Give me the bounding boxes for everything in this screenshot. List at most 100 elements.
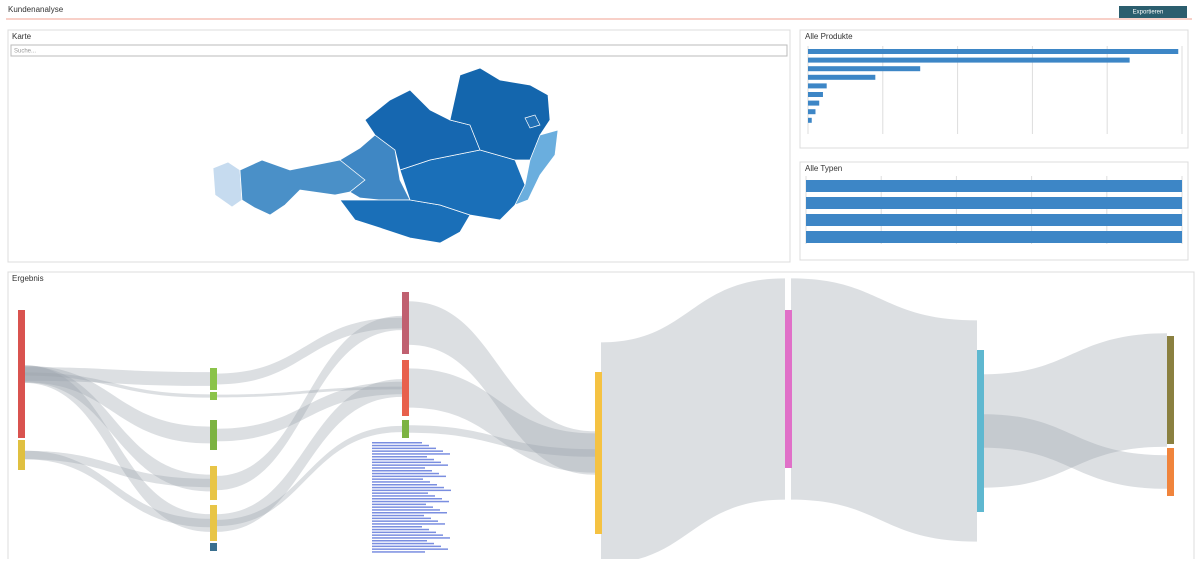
- sankey-node-label: [372, 481, 430, 483]
- sankey-node-label: [372, 450, 443, 452]
- sankey-node-label: [372, 495, 435, 497]
- region[interactable]: [239, 159, 366, 216]
- region[interactable]: [514, 129, 559, 206]
- sankey-node: [1167, 336, 1174, 444]
- sankey-node: [210, 420, 217, 450]
- sankey-node-label: [372, 512, 447, 514]
- sankey-node-label: [372, 486, 444, 489]
- map-title: Karte: [12, 32, 32, 41]
- products-chart: [807, 46, 1183, 134]
- sankey-node: [595, 372, 602, 534]
- bar: [808, 117, 812, 123]
- sankey-link: [216, 379, 402, 532]
- sankey-node-label: [372, 442, 422, 444]
- bar: [808, 66, 921, 72]
- sankey-link: [24, 365, 210, 532]
- sankey-node-label: [372, 478, 423, 480]
- sankey-link: [983, 414, 1167, 489]
- austria-map: [212, 67, 559, 244]
- sankey-node-label: [372, 534, 443, 536]
- sankey-node-label: [372, 540, 427, 542]
- sankey-node-label: [372, 526, 422, 528]
- sankey-diagram: [18, 278, 1174, 564]
- sankey-node-label: [372, 537, 450, 539]
- products-title: Alle Produkte: [805, 32, 853, 41]
- bar: [808, 100, 820, 106]
- sankey-node-label: [372, 453, 450, 455]
- types-chart: [805, 176, 1183, 244]
- types-title: Alle Typen: [805, 164, 842, 173]
- bar: [806, 231, 1182, 243]
- sankey-link: [408, 425, 595, 457]
- sankey-node-label: [372, 506, 433, 508]
- bar: [808, 109, 816, 115]
- sankey-link: [408, 368, 595, 473]
- sankey-node-label: [372, 467, 425, 469]
- sankey-link: [24, 450, 210, 488]
- bar: [806, 214, 1182, 226]
- sankey-link: [216, 315, 402, 491]
- sankey-node: [402, 360, 409, 416]
- sankey-node-label: [372, 545, 441, 548]
- export-button-label[interactable]: Exportieren: [1133, 10, 1164, 16]
- sankey-link: [791, 278, 977, 542]
- sankey-node-label: [372, 523, 445, 525]
- sankey-node-label: [372, 498, 442, 500]
- sankey-node-label: [372, 551, 425, 553]
- sankey-link: [216, 386, 402, 398]
- sankey-node-label: [372, 484, 437, 486]
- sankey-link: [24, 450, 210, 528]
- sankey-node: [1167, 448, 1174, 496]
- sankey-node-label: [372, 509, 440, 511]
- sankey-link: [24, 372, 210, 398]
- search-placeholder[interactable]: Suche...: [14, 49, 36, 55]
- bar: [808, 57, 1130, 63]
- sankey-node-label: [372, 447, 436, 450]
- bar: [808, 83, 827, 89]
- sankey-node-label: [372, 500, 449, 503]
- sankey-node: [402, 292, 409, 354]
- sankey-node-label: [372, 456, 427, 458]
- sankey-node-label: [372, 444, 429, 447]
- sankey-node: [18, 310, 25, 438]
- sankey-node: [210, 392, 217, 400]
- types-panel: [799, 161, 1189, 261]
- sankey-link: [408, 301, 595, 475]
- bar: [808, 49, 1179, 54]
- products-panel: [799, 29, 1189, 149]
- sankey-node-label: [372, 528, 429, 531]
- sankey-link: [216, 381, 402, 442]
- sankey-node-label: [372, 503, 426, 506]
- bar: [808, 92, 823, 97]
- sankey-node-label: [372, 531, 436, 534]
- sankey-node-label: [372, 492, 428, 494]
- sankey-link: [24, 365, 210, 492]
- sankey-node-label: [372, 489, 451, 492]
- region[interactable]: [449, 67, 551, 161]
- sankey-node: [977, 350, 984, 512]
- bar: [806, 197, 1182, 209]
- sankey-node-label: [372, 472, 439, 475]
- bar: [806, 180, 1182, 192]
- sankey-node: [210, 466, 217, 500]
- sankey-node-label: [372, 470, 432, 472]
- sankey-link: [983, 333, 1167, 488]
- sankey-node-label: [372, 517, 431, 520]
- region[interactable]: [524, 114, 541, 129]
- sankey-link: [216, 425, 402, 527]
- bar: [808, 74, 876, 80]
- export-button[interactable]: [1119, 6, 1187, 18]
- sankey-node-label: [372, 464, 448, 466]
- sankey-node-label: [372, 461, 441, 464]
- sankey-node-label: [372, 475, 446, 478]
- sankey-node-label: [372, 458, 434, 461]
- sankey-link: [24, 367, 210, 386]
- sankey-title: Ergebnis: [12, 274, 44, 283]
- sankey-node: [402, 420, 409, 438]
- sankey-link: [24, 365, 210, 444]
- region[interactable]: [339, 199, 471, 244]
- sankey-link: [216, 317, 402, 385]
- search-input[interactable]: [10, 44, 788, 57]
- sankey-node-label: [372, 548, 448, 550]
